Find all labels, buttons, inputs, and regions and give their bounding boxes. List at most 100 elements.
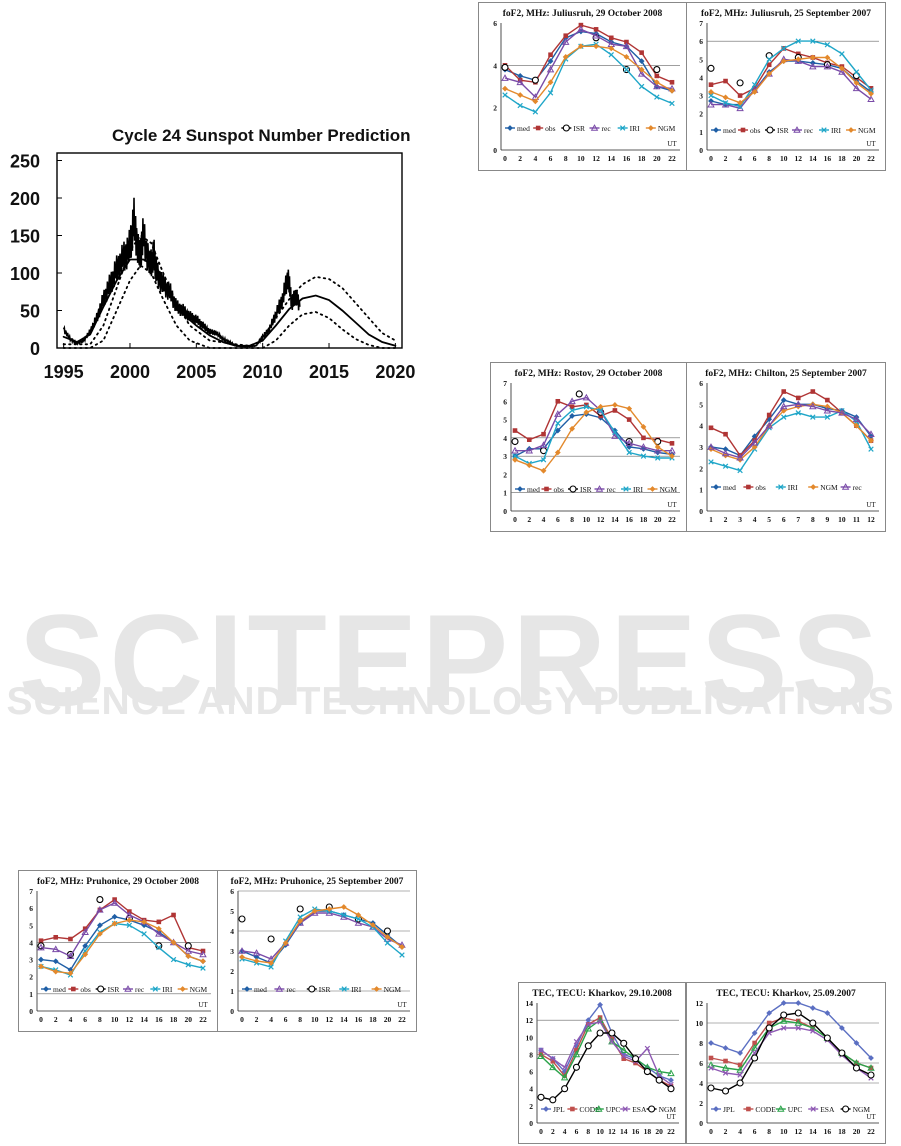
line-code	[710, 1017, 872, 1069]
point-ngm	[141, 918, 147, 925]
point-ngm	[512, 456, 518, 463]
point-ngm	[608, 45, 615, 52]
point-ngm	[82, 951, 89, 958]
legend-item-jpl: JPL	[541, 1105, 565, 1114]
point-rec	[809, 62, 817, 70]
point-rec	[516, 78, 524, 86]
y-tick-label: 3	[29, 956, 33, 965]
point-ngm	[572, 1063, 581, 1071]
x-tick-label: 10	[111, 1015, 119, 1024]
point-code	[766, 1020, 772, 1026]
legend-marker	[746, 1106, 751, 1112]
y-tick-label: 0	[699, 507, 703, 516]
point-rec	[354, 919, 363, 926]
legend-marker	[71, 986, 76, 992]
point-rec	[852, 415, 861, 423]
x-tick-label: 8	[767, 154, 771, 163]
x-tick-label: 6	[284, 1015, 288, 1024]
point-rec	[501, 74, 509, 81]
legend-label: NGM	[190, 985, 208, 994]
point-upc	[736, 1066, 744, 1073]
point-rec	[823, 406, 832, 414]
x-tick-label: 22	[667, 1127, 675, 1136]
point-ngm	[643, 1068, 651, 1076]
point-iri	[751, 81, 758, 88]
point-ngm	[340, 904, 347, 910]
point-upc	[537, 1052, 545, 1059]
point-ngm	[765, 1024, 773, 1032]
legend-marker	[648, 1105, 656, 1113]
x-tick-label: 14	[611, 515, 619, 524]
x-tick-label: 14	[340, 1015, 348, 1024]
x-tick-label: 4	[69, 1015, 73, 1024]
point-ngm	[155, 925, 162, 932]
x-tick-label: 4	[542, 515, 546, 524]
panel-plot: foF2, MHz: Juliusruh, 25 September 2007 0…	[699, 9, 879, 163]
x-tick-label: 12	[597, 515, 605, 524]
point-ngm	[67, 970, 74, 977]
point-iri	[810, 38, 816, 44]
point-jpl	[597, 1001, 603, 1008]
point-ngm	[38, 963, 44, 970]
point-rec	[779, 402, 788, 410]
point-iri	[669, 100, 675, 107]
legend-item-ngm: NGM	[177, 985, 208, 994]
x-tick-label: 2010	[243, 362, 283, 382]
point-ngm	[52, 968, 59, 975]
point-ngm	[593, 43, 599, 50]
point-isr	[575, 390, 583, 398]
legend-marker	[841, 483, 850, 490]
x-tick-label: 4	[269, 1015, 273, 1024]
x-tick-label: 12	[592, 154, 600, 163]
line-obs	[40, 898, 204, 952]
point-ngm	[638, 66, 645, 73]
point-ngm	[766, 70, 773, 77]
point-ngm	[653, 79, 660, 86]
point-isr	[531, 76, 539, 84]
point-code	[538, 1052, 544, 1057]
line-rec	[504, 28, 673, 99]
point-ngm	[669, 87, 675, 94]
x-tick-label: 22	[398, 1015, 406, 1024]
point-rec	[568, 397, 576, 405]
x-tick-label: 0	[539, 1127, 543, 1136]
legend-marker	[746, 484, 751, 490]
point-ngm	[355, 912, 362, 918]
legend-marker	[619, 125, 626, 131]
legend-marker	[535, 125, 541, 131]
point-med	[38, 956, 44, 963]
point-ngm	[626, 405, 633, 412]
y-tick-label: 100	[10, 264, 40, 284]
x-tick-label: 5	[767, 515, 771, 524]
point-ngm	[868, 437, 874, 444]
legend-marker	[821, 127, 827, 133]
point-obs	[584, 402, 589, 408]
line-obs	[710, 390, 872, 457]
point-obs	[639, 50, 644, 55]
point-ngm	[780, 1011, 788, 1019]
legend-label: rec	[607, 485, 617, 494]
panel-kharkov-2007: TEC, TECU: Kharkov, 25.09.2007 0 2 4 6 8 10 12 0…	[686, 982, 886, 1144]
y-tick-label: 5	[29, 921, 33, 930]
point-obs	[569, 404, 575, 410]
line-ngm	[241, 906, 403, 964]
x-tick-label: 12	[795, 1127, 803, 1136]
point-iri	[824, 414, 831, 420]
point-ngm	[126, 917, 133, 924]
point-rec	[155, 929, 163, 937]
point-ngm	[867, 1071, 875, 1079]
legend-item-med: med	[242, 985, 267, 994]
point-ngm	[583, 409, 590, 416]
legend-marker	[43, 986, 49, 992]
point-obs	[708, 82, 714, 87]
point-ngm	[669, 453, 675, 460]
panel-title: foF2, MHz: Pruhonice, 25 September 2007	[231, 877, 404, 887]
x-tick-label: 1995	[44, 362, 84, 382]
y-tick-label: 12	[526, 1016, 534, 1025]
x-tick-label: 16	[155, 1015, 163, 1024]
legend-marker	[810, 1106, 816, 1112]
x-tick-label: 14	[620, 1127, 628, 1136]
point-ngm	[185, 953, 192, 960]
point-obs	[563, 33, 569, 38]
point-code	[723, 1058, 728, 1064]
